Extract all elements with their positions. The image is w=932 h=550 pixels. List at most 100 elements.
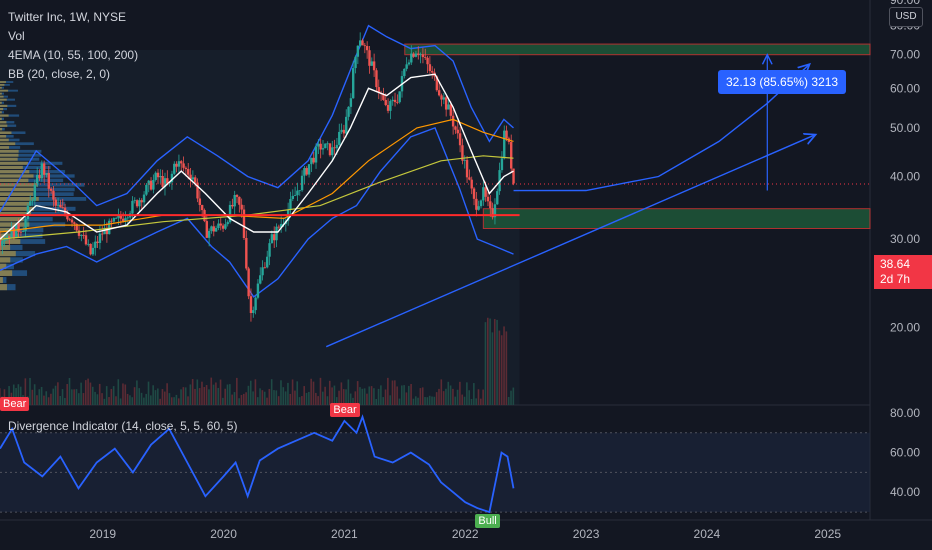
- candle-body: [112, 218, 116, 222]
- candle-body: [24, 219, 27, 231]
- volume-bar: [45, 391, 48, 405]
- volume-bar: [249, 380, 252, 405]
- candle-body: [454, 126, 457, 130]
- volume-profile-bar: [0, 257, 11, 263]
- volume-bar: [370, 386, 373, 405]
- volume-profile-bar: [0, 127, 5, 131]
- candle-body: [421, 54, 425, 58]
- volume-bar: [12, 384, 15, 405]
- candle-body: [377, 87, 380, 93]
- candle-body: [365, 46, 369, 51]
- currency-button[interactable]: USD: [889, 7, 923, 27]
- oscillator-legend[interactable]: Divergence Indicator (14, close, 5, 5, 6…: [8, 419, 238, 433]
- volume-bar: [182, 387, 185, 405]
- volume-profile-bar: [0, 192, 74, 196]
- candle-body: [87, 243, 90, 245]
- candle-body: [272, 234, 276, 241]
- volume-bar: [491, 332, 494, 405]
- volume-bar: [43, 395, 45, 405]
- volume-bar: [470, 398, 473, 405]
- candle-body: [77, 230, 81, 236]
- volume-profile-bar: [0, 104, 8, 107]
- volume-bar: [456, 389, 459, 405]
- volume-bar: [110, 388, 113, 405]
- candle-body: [212, 226, 215, 232]
- volume-bar: [50, 393, 52, 405]
- volume-bar: [410, 384, 412, 405]
- candle-body: [300, 175, 304, 191]
- volume-bar: [354, 391, 357, 405]
- trendline: [325, 135, 815, 348]
- candle-body: [70, 219, 74, 223]
- candle-body: [175, 163, 178, 167]
- candle-body: [89, 243, 92, 255]
- candle-body: [235, 195, 239, 197]
- candle-body: [184, 167, 188, 170]
- volume-bar: [256, 397, 259, 405]
- candle-body: [363, 45, 367, 47]
- volume-bar: [466, 382, 468, 405]
- candle-body: [456, 129, 459, 134]
- candle-body: [156, 172, 160, 178]
- candle-body: [505, 130, 508, 139]
- volume-profile-bar: [0, 153, 19, 157]
- candle-body: [291, 195, 294, 200]
- candle-body: [296, 190, 299, 196]
- volume-bar: [140, 392, 143, 405]
- volume-profile-bar: [0, 245, 23, 250]
- price-axis-tick: 20.00: [890, 320, 920, 334]
- measure-label[interactable]: 32.13 (85.65%) 3213: [718, 70, 847, 94]
- volume-bar: [301, 396, 303, 405]
- volume-profile-bar: [0, 146, 10, 149]
- volume-bar: [317, 396, 319, 405]
- candle-body: [54, 199, 57, 206]
- bollinger-legend[interactable]: BB (20, close, 2, 0): [8, 67, 111, 81]
- volume-bar: [349, 393, 352, 405]
- volume-profile-bar: [0, 222, 66, 227]
- candle-body: [66, 213, 69, 220]
- bar-countdown: 2d 7h: [880, 272, 911, 286]
- volume-bar: [66, 384, 68, 405]
- volume-bar: [284, 391, 287, 405]
- volume-profile-bar: [0, 95, 8, 98]
- candle-body: [465, 160, 469, 178]
- candle-body: [161, 176, 164, 187]
- chart-title: Twitter Inc, 1W, NYSE: [8, 10, 127, 24]
- candle-body: [277, 226, 281, 228]
- candle-body: [231, 204, 234, 207]
- candle-body: [370, 61, 373, 66]
- volume-profile-bar: [0, 138, 9, 142]
- volume-bar: [84, 380, 87, 405]
- volume-bar: [64, 397, 66, 405]
- volume-profile-bar: [0, 211, 32, 216]
- volume-bar: [426, 397, 429, 405]
- candle-body: [145, 184, 148, 195]
- candle-body: [340, 129, 343, 132]
- volume-bar: [305, 392, 308, 405]
- volume-bar: [431, 396, 433, 405]
- volume-bar: [373, 388, 375, 405]
- candle-body: [389, 101, 392, 111]
- candle-body: [29, 201, 32, 206]
- volume-bar: [96, 394, 99, 405]
- candle-body: [110, 220, 113, 222]
- candle-body: [310, 157, 313, 165]
- candle-body: [338, 131, 341, 145]
- candle-body: [31, 200, 34, 202]
- volume-profile-bar: [0, 107, 4, 111]
- volume-profile-bar: [0, 192, 34, 196]
- ema-legend[interactable]: 4EMA (10, 55, 100, 200): [8, 48, 139, 62]
- volume-bar: [161, 389, 164, 405]
- volume-legend[interactable]: Vol: [8, 29, 25, 43]
- candle-body: [45, 173, 48, 175]
- candle-body: [140, 200, 143, 203]
- candle-body: [259, 275, 262, 284]
- volume-bar: [319, 377, 322, 405]
- volume-profile-bar: [0, 153, 42, 157]
- candle-body: [256, 283, 260, 298]
- volume-bar: [217, 387, 220, 405]
- volume-bar: [15, 388, 17, 405]
- candle-body: [417, 53, 420, 55]
